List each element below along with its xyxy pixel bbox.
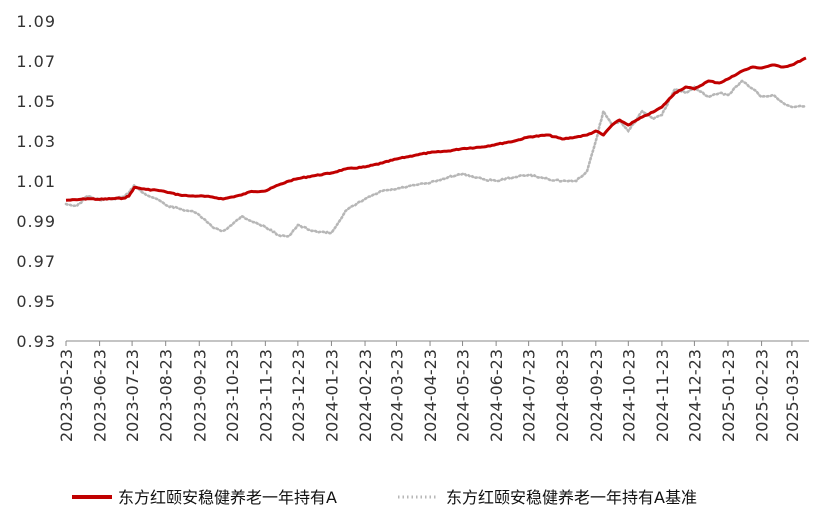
series-line-portfolio bbox=[65, 56, 807, 202]
x-tick-label: 2023-07-23 bbox=[123, 349, 142, 442]
x-tick-label: 2024-08-23 bbox=[553, 349, 572, 442]
y-tick-label: 0.95 bbox=[16, 292, 56, 311]
x-tick-label: 2024-06-23 bbox=[487, 349, 506, 442]
y-tick-label: 1.05 bbox=[16, 92, 56, 111]
x-tick-label: 2024-10-23 bbox=[619, 349, 638, 442]
x-tick-label: 2024-09-23 bbox=[587, 349, 606, 442]
series-layer bbox=[64, 56, 808, 238]
x-tick-label: 2024-02-23 bbox=[356, 349, 375, 442]
series-line-benchmark bbox=[64, 79, 808, 238]
x-tick-label: 2025-01-23 bbox=[719, 349, 738, 442]
x-tick-label: 2023-12-23 bbox=[289, 349, 308, 442]
y-tick-label: 0.93 bbox=[16, 332, 56, 351]
y-tick-label: 0.97 bbox=[16, 252, 56, 271]
x-axis-ticks: 2023-05-23 2023-06-23 2023-07-23 2023-08-23… bbox=[57, 349, 802, 442]
x-tick-label: 2024-01-23 bbox=[322, 349, 341, 442]
legend: 东方红颐安稳健养老一年持有A 东方红颐安稳健养老一年持有A基准 bbox=[72, 488, 697, 507]
x-tick-label: 2024-07-23 bbox=[520, 349, 539, 442]
y-tick-label: 1.09 bbox=[16, 12, 56, 31]
x-tick-label: 2023-11-23 bbox=[256, 349, 275, 442]
y-axis-ticks: 1.09 1.07 1.05 1.03 1.01 0.99 0.97 0.95 0.93 bbox=[16, 12, 56, 351]
x-tick-label: 2023-05-23 bbox=[57, 349, 76, 442]
x-tick-label: 2024-12-23 bbox=[685, 349, 704, 442]
x-tick-label: 2023-10-23 bbox=[223, 349, 242, 442]
y-tick-label: 0.99 bbox=[16, 212, 56, 231]
x-tick-label: 2023-08-23 bbox=[157, 349, 176, 442]
x-tick-label: 2024-05-23 bbox=[454, 349, 473, 442]
x-tick-label: 2024-04-23 bbox=[421, 349, 440, 442]
y-tick-label: 1.07 bbox=[16, 52, 56, 71]
x-tick-label: 2025-03-23 bbox=[783, 349, 802, 442]
x-tick-label: 2024-11-23 bbox=[653, 349, 672, 442]
y-tick-label: 1.03 bbox=[16, 132, 56, 151]
legend-label-portfolio: 东方红颐安稳健养老一年持有A bbox=[118, 488, 337, 507]
x-tick-label: 2024-03-23 bbox=[387, 349, 406, 442]
legend-label-benchmark: 东方红颐安稳健养老一年持有A基准 bbox=[446, 488, 697, 507]
x-tick-label: 2025-02-23 bbox=[753, 349, 772, 442]
x-tick-label: 2023-09-23 bbox=[190, 349, 209, 442]
y-tick-label: 1.01 bbox=[16, 172, 56, 191]
x-tick-label: 2023-06-23 bbox=[91, 349, 110, 442]
x-axis-tickmarks bbox=[65, 341, 793, 346]
